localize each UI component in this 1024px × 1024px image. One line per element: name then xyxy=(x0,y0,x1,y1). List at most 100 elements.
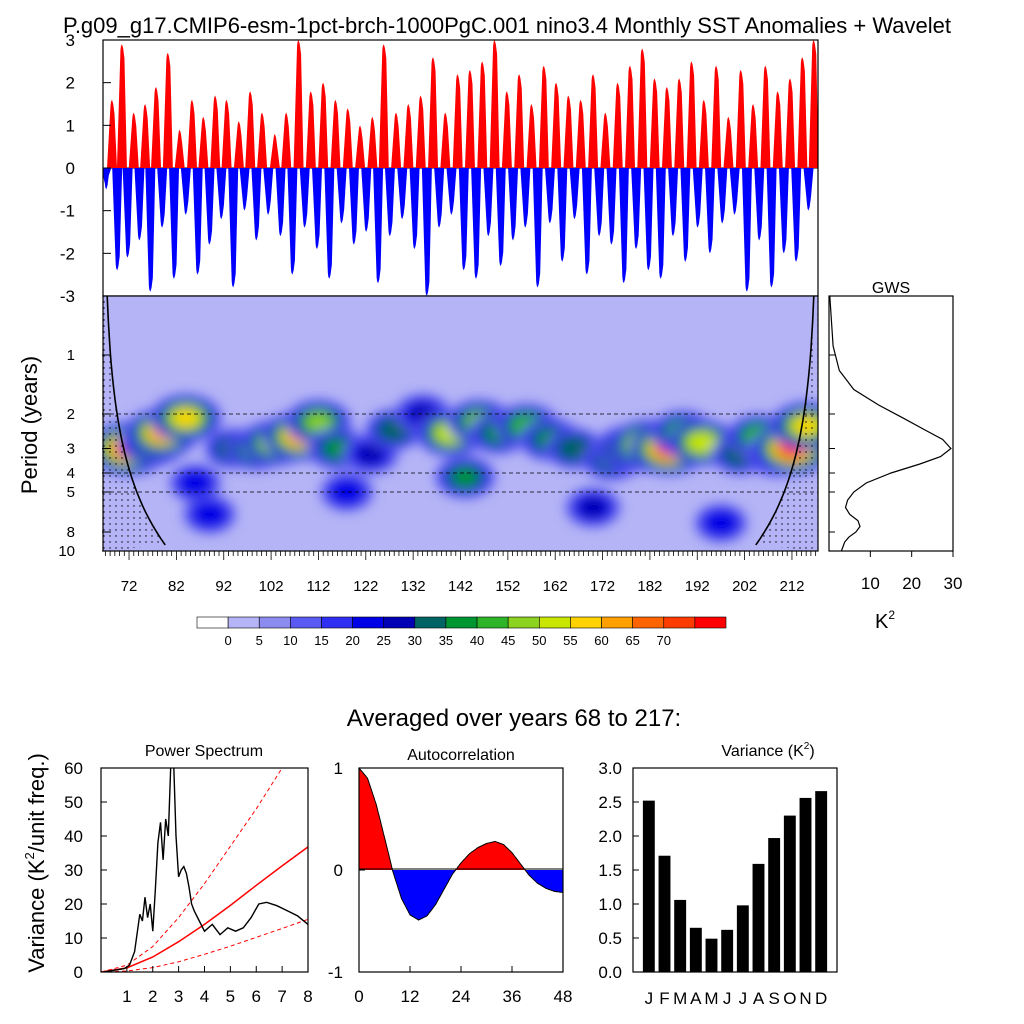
timeseries-event-67 xyxy=(501,91,512,168)
autocorrelation-y-axis: 1 0 -1 xyxy=(328,759,365,982)
wavelet-xtick-label: 112 xyxy=(306,578,330,595)
colorbar-label: 40 xyxy=(470,633,484,648)
colorbar-swatch-4 xyxy=(321,616,353,629)
colorbar-swatch-0 xyxy=(196,616,229,629)
wavelet-xtick-label: 172 xyxy=(590,578,615,595)
wavelet-hotspot-29 xyxy=(691,435,713,451)
autocorrelation-xtick-label: 36 xyxy=(503,987,522,1006)
timeseries-event-108 xyxy=(754,168,765,241)
autocorrelation-xtick-label: 12 xyxy=(401,987,420,1006)
variance-ytick-label: 2.5 xyxy=(598,793,622,812)
colorbar-label: 65 xyxy=(625,633,639,648)
timeseries-event-21 xyxy=(221,99,232,168)
timeseries-ytick-label: 3 xyxy=(66,31,75,50)
cone-of-influence-left xyxy=(106,296,166,546)
power-spectrum-ylabel: Variance (K2/unit freq.) xyxy=(22,753,49,973)
autocorrelation-xtick-label: 0 xyxy=(354,987,363,1006)
timeseries-event-97 xyxy=(686,61,697,169)
timeseries-event-37 xyxy=(318,82,329,168)
variance-bar-m-2 xyxy=(674,899,687,972)
timeseries-event-7 xyxy=(140,104,151,168)
colorbar-swatch-1 xyxy=(227,616,260,629)
timeseries-event-78 xyxy=(569,168,580,220)
variance-ytick-label: 1.5 xyxy=(598,861,622,880)
wavelet-hotspot-30 xyxy=(707,513,735,533)
timeseries-event-13 xyxy=(174,129,185,168)
variance-ytick-label: 3.0 xyxy=(598,759,622,778)
wavelet-xtick-label: 82 xyxy=(168,578,185,595)
wavelet-field xyxy=(103,296,818,551)
colorbar-label: 35 xyxy=(439,633,453,648)
timeseries-event-29 xyxy=(269,133,280,168)
timeseries-event-80 xyxy=(581,168,592,275)
power-spectrum-ytick-label: 30 xyxy=(64,861,83,880)
colorbar-label: 5 xyxy=(256,633,263,648)
timeseries-event-92 xyxy=(655,168,666,279)
colorbar-swatch-11 xyxy=(538,616,571,629)
timeseries-event-23 xyxy=(233,121,244,168)
timeseries-event-110 xyxy=(766,168,777,288)
power-spectrum-ytick-label: 60 xyxy=(64,759,83,778)
gws-xtick-label: 10 xyxy=(861,574,880,593)
wavelet-dashed-lines xyxy=(103,413,818,493)
timeseries-panel: 3 2 1 0 -1 -2 -3 xyxy=(60,31,819,306)
variance-xtick-label: S xyxy=(768,989,779,1008)
wavelet-ytick-label: 5 xyxy=(67,484,75,501)
timeseries-event-41 xyxy=(342,108,353,168)
wavelet-ytick-label: 1 xyxy=(67,347,75,364)
timeseries-event-50 xyxy=(397,168,408,220)
timeseries-event-9 xyxy=(151,86,162,168)
colorbar-swatch-5 xyxy=(352,616,385,629)
wavelet-ytick-label: 4 xyxy=(67,465,75,482)
timeseries-event-6 xyxy=(134,168,145,241)
variance-xtick-label: A xyxy=(690,989,702,1008)
wavelet-xtick-label: 72 xyxy=(121,578,138,595)
timeseries-event-117 xyxy=(808,40,818,168)
autocorrelation-ytick-label: -1 xyxy=(328,963,343,982)
timeseries-event-45 xyxy=(367,116,378,168)
timeseries-event-76 xyxy=(557,168,568,262)
colorbar-swatch-9 xyxy=(476,616,509,629)
variance-ytick-label: 1.0 xyxy=(598,895,622,914)
timeseries-event-20 xyxy=(216,168,227,220)
variance-bar-m-4 xyxy=(705,938,718,972)
timeseries-event-30 xyxy=(275,168,286,237)
power-spectrum-xtick-label: 4 xyxy=(200,987,209,1006)
timeseries-event-98 xyxy=(692,168,703,228)
variance-y-axis: 0.0 0.5 1.0 1.5 2.0 2.5 3.0 xyxy=(598,759,639,982)
wavelet-hotspot-5 xyxy=(196,504,224,525)
autocorrelation-ytick-label: 0 xyxy=(334,861,343,880)
timeseries-event-61 xyxy=(464,69,475,168)
timeseries-ytick-label: 0 xyxy=(66,159,75,178)
wavelet-xtick-label: 132 xyxy=(401,578,426,595)
wavelet-hotspot-10 xyxy=(306,413,331,431)
variance-bar-a-7 xyxy=(752,863,765,972)
gws-panel: GWS 10 20 30 K2 xyxy=(828,280,962,633)
timeseries-event-104 xyxy=(729,168,740,215)
gws-frame xyxy=(828,295,954,552)
variance-bars xyxy=(642,791,828,972)
gws-xlabel: K2 xyxy=(875,608,895,633)
main-title: P.g09_g17.CMIP6-esm-1pct-brch-1000PgC.00… xyxy=(63,13,951,38)
timeseries-event-64 xyxy=(483,168,494,237)
timeseries-event-0 xyxy=(103,168,112,190)
timeseries-event-102 xyxy=(717,168,728,224)
timeseries-event-87 xyxy=(625,65,636,168)
timeseries-event-38 xyxy=(324,168,335,279)
gws-xtick-label: 20 xyxy=(902,574,921,593)
colorbar-label: 25 xyxy=(376,633,390,648)
timeseries-event-68 xyxy=(508,168,519,241)
timeseries-event-75 xyxy=(551,82,562,168)
colorbar-label: 60 xyxy=(594,633,608,648)
timeseries-event-36 xyxy=(312,168,323,250)
colorbar-label: 45 xyxy=(501,633,515,648)
colorbar-label: 70 xyxy=(657,633,671,648)
power-spectrum-xtick-label: 8 xyxy=(303,987,312,1006)
gws-line xyxy=(829,295,952,552)
timeseries-event-17 xyxy=(198,116,209,168)
power-spectrum-xtick-label: 2 xyxy=(148,987,157,1006)
timeseries-event-34 xyxy=(299,168,310,228)
colorbar-swatch-16 xyxy=(694,616,727,629)
